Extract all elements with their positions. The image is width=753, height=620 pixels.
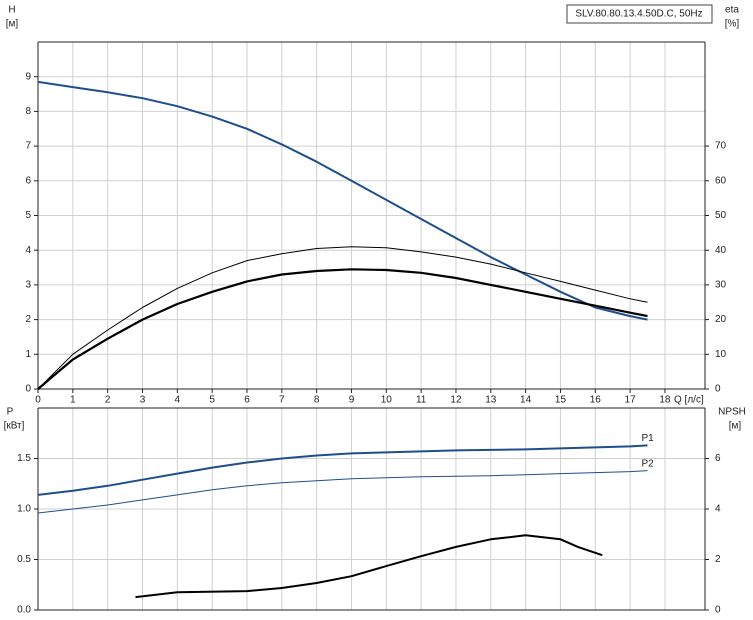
x-tick-label: 15 bbox=[555, 395, 567, 406]
y-tick-label: 2 bbox=[25, 314, 31, 325]
y2-tick-label: 2 bbox=[715, 554, 721, 565]
x-tick-label: 4 bbox=[175, 395, 181, 406]
y2-tick-label: 60 bbox=[715, 175, 727, 186]
y2-tick-label: 4 bbox=[715, 504, 721, 515]
y2-tick-label: 6 bbox=[715, 453, 721, 464]
y-tick-label: 3 bbox=[25, 280, 31, 291]
x-tick-label: 2 bbox=[105, 395, 111, 406]
x-tick-label: 11 bbox=[416, 395, 427, 406]
x-tick-label: 6 bbox=[244, 395, 250, 406]
y-tick-label: 6 bbox=[25, 175, 31, 186]
y2-axis-unit: [%] bbox=[725, 19, 740, 30]
y2-axis-label: eta bbox=[725, 5, 739, 16]
y2-tick-label: 70 bbox=[715, 141, 727, 152]
y2-tick-label: 30 bbox=[715, 280, 727, 291]
y-axis-label: H bbox=[8, 5, 15, 16]
y-tick-label: 4 bbox=[25, 245, 31, 256]
x-tick-label: 12 bbox=[450, 395, 462, 406]
y-tick-label: 9 bbox=[25, 71, 31, 82]
x-tick-label: 0 bbox=[35, 395, 41, 406]
y-tick-label: 0 bbox=[25, 384, 31, 395]
x-tick-label: 3 bbox=[140, 395, 146, 406]
y2-axis-unit: [м] bbox=[729, 421, 742, 432]
x-tick-label: 13 bbox=[485, 395, 497, 406]
y-axis-unit: [кВт] bbox=[4, 421, 25, 432]
x-tick-label: 5 bbox=[209, 395, 215, 406]
x-tick-label: 14 bbox=[520, 395, 532, 406]
x-tick-label: 17 bbox=[625, 395, 637, 406]
y-tick-label: 8 bbox=[25, 106, 31, 117]
series-label: P2 bbox=[642, 458, 655, 469]
y2-tick-label: 50 bbox=[715, 210, 727, 221]
x-tick-label: 8 bbox=[314, 395, 320, 406]
chart-title: SLV.80.80.13.4.50D.C, 50Hz bbox=[575, 9, 702, 20]
y2-tick-label: 20 bbox=[715, 314, 727, 325]
y-tick-label: 7 bbox=[25, 141, 31, 152]
y-axis-label: P bbox=[7, 407, 14, 418]
y2-tick-label: 0 bbox=[715, 605, 721, 616]
y2-tick-label: 10 bbox=[715, 349, 727, 360]
x-tick-label: 18 bbox=[659, 395, 671, 406]
x-axis-label: Q [л/с] bbox=[674, 395, 704, 406]
y-tick-label: 1 bbox=[25, 349, 31, 360]
title-box bbox=[566, 4, 713, 24]
y-axis-unit: [м] bbox=[6, 19, 19, 30]
series-label: P1 bbox=[642, 433, 655, 444]
x-tick-label: 9 bbox=[349, 395, 355, 406]
y2-axis-label: NPSH bbox=[718, 407, 746, 418]
y-tick-label: 1.0 bbox=[17, 504, 31, 515]
curve bbox=[37, 470, 648, 514]
y-tick-label: 0.0 bbox=[17, 605, 31, 616]
curve bbox=[37, 246, 648, 390]
x-tick-label: 10 bbox=[381, 395, 393, 406]
x-tick-label: 16 bbox=[590, 395, 602, 406]
curve bbox=[37, 268, 648, 390]
y2-tick-label: 40 bbox=[715, 245, 727, 256]
x-tick-label: 1 bbox=[70, 395, 76, 406]
y-tick-label: 5 bbox=[25, 210, 31, 221]
y2-tick-label: 0 bbox=[715, 384, 721, 395]
x-tick-label: 7 bbox=[279, 395, 285, 406]
curve bbox=[135, 534, 603, 599]
curve bbox=[37, 444, 648, 496]
curve bbox=[37, 80, 648, 321]
y-tick-label: 0.5 bbox=[17, 554, 31, 565]
y-tick-label: 1.5 bbox=[17, 453, 31, 464]
